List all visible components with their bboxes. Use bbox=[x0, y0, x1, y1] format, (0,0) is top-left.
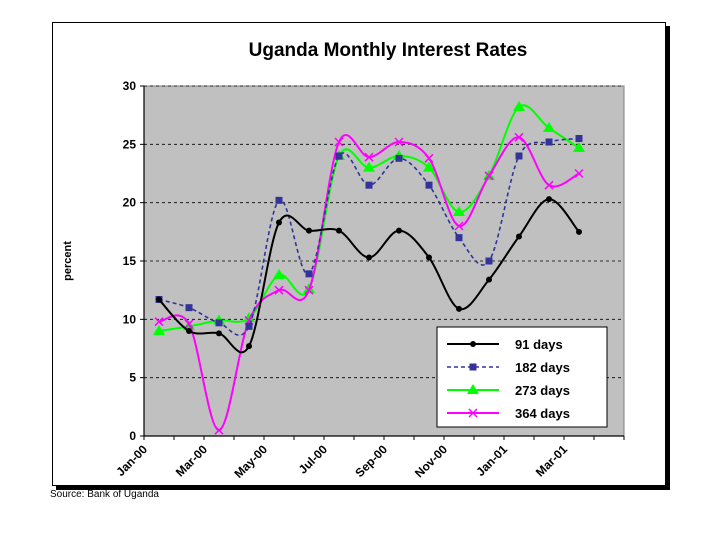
series-line bbox=[158, 137, 580, 336]
data-point bbox=[243, 312, 255, 323]
data-point bbox=[276, 219, 282, 226]
x-tick-label: Jan-00 bbox=[113, 442, 150, 479]
series-364-days bbox=[154, 132, 584, 435]
y-tick-label: 10 bbox=[123, 312, 137, 326]
data-point bbox=[456, 305, 462, 312]
data-point bbox=[273, 269, 285, 279]
data-point bbox=[576, 228, 582, 235]
data-point bbox=[156, 296, 162, 303]
y-tick-label: 5 bbox=[129, 371, 136, 385]
legend-marker bbox=[469, 363, 477, 371]
data-point bbox=[274, 285, 284, 295]
series-line bbox=[158, 133, 580, 432]
data-point bbox=[513, 101, 525, 111]
data-point bbox=[453, 206, 465, 216]
y-tick-label: 20 bbox=[123, 196, 137, 210]
data-point bbox=[185, 304, 193, 312]
data-point bbox=[486, 276, 492, 283]
data-point bbox=[306, 227, 312, 234]
x-tick-label: Sep-00 bbox=[352, 442, 390, 480]
data-point bbox=[364, 152, 374, 162]
x-tick-label: Jan-01 bbox=[473, 442, 510, 479]
data-point bbox=[335, 152, 343, 160]
legend-marker bbox=[468, 408, 478, 418]
data-point bbox=[514, 132, 524, 142]
data-point bbox=[485, 257, 493, 265]
data-point bbox=[184, 319, 194, 329]
data-point bbox=[214, 425, 224, 435]
data-point bbox=[573, 141, 585, 152]
data-point bbox=[423, 161, 435, 172]
legend-item: 273 days bbox=[447, 383, 570, 398]
data-point bbox=[334, 137, 344, 147]
legend-label: 91 days bbox=[515, 337, 563, 352]
legend-label: 273 days bbox=[515, 383, 570, 398]
data-point bbox=[366, 254, 372, 261]
data-point bbox=[394, 137, 404, 147]
data-point bbox=[245, 322, 253, 330]
data-point bbox=[425, 181, 433, 189]
data-point bbox=[544, 180, 554, 190]
series-91-days bbox=[156, 196, 582, 354]
legend: 91 days 182 days 273 days 364 days bbox=[436, 326, 608, 428]
data-point bbox=[336, 227, 342, 234]
legend-item: 364 days bbox=[447, 406, 570, 421]
x-tick-label: Mar-00 bbox=[173, 442, 210, 479]
y-tick-label: 25 bbox=[123, 137, 137, 151]
data-point bbox=[455, 234, 463, 242]
y-axis-label: percent bbox=[62, 241, 74, 281]
data-point bbox=[154, 317, 164, 327]
data-point bbox=[215, 319, 223, 327]
data-point bbox=[396, 227, 402, 234]
data-point bbox=[153, 325, 165, 335]
legend-item: 182 days bbox=[447, 360, 570, 375]
chart-title: Uganda Monthly Interest Rates bbox=[249, 40, 528, 61]
series-line bbox=[158, 198, 580, 354]
data-point bbox=[216, 330, 222, 337]
data-point bbox=[365, 181, 373, 189]
chart-frame: Uganda Monthly Interest Rates 0 5 10 15 20 25 3… bbox=[52, 22, 666, 486]
data-point bbox=[574, 168, 584, 179]
x-tick-label: Jul-00 bbox=[296, 442, 331, 477]
y-tick-label: 0 bbox=[129, 429, 136, 443]
data-point bbox=[546, 196, 552, 203]
legend-label: 364 days bbox=[515, 406, 570, 421]
data-point bbox=[246, 343, 252, 350]
legend-marker bbox=[470, 341, 476, 347]
data-point bbox=[424, 153, 434, 163]
x-tick-label: May-00 bbox=[231, 442, 270, 481]
data-point bbox=[545, 138, 553, 146]
data-point bbox=[275, 196, 283, 204]
series-line bbox=[158, 104, 580, 332]
data-point bbox=[484, 171, 494, 181]
y-tick-label: 15 bbox=[123, 254, 137, 268]
line-chart: Uganda Monthly Interest Rates 0 5 10 15 20 25 3… bbox=[62, 40, 625, 481]
data-point bbox=[515, 152, 523, 160]
data-point bbox=[363, 161, 375, 172]
data-point bbox=[575, 135, 583, 142]
legend-label: 182 days bbox=[515, 360, 570, 375]
data-point bbox=[516, 233, 522, 240]
data-point bbox=[304, 285, 314, 295]
legend-item: 91 days bbox=[447, 337, 563, 352]
data-point bbox=[186, 328, 192, 334]
legend-marker bbox=[467, 384, 479, 394]
x-tick-label: Nov-00 bbox=[412, 442, 450, 480]
y-tick-label: 30 bbox=[123, 79, 137, 93]
data-point bbox=[454, 221, 464, 231]
data-point bbox=[305, 270, 313, 278]
data-point bbox=[395, 154, 403, 162]
data-point bbox=[426, 254, 432, 261]
data-point bbox=[543, 122, 555, 132]
source-note: Source: Bank of Uganda bbox=[50, 489, 159, 500]
x-tick-label: Mar-01 bbox=[533, 442, 570, 479]
